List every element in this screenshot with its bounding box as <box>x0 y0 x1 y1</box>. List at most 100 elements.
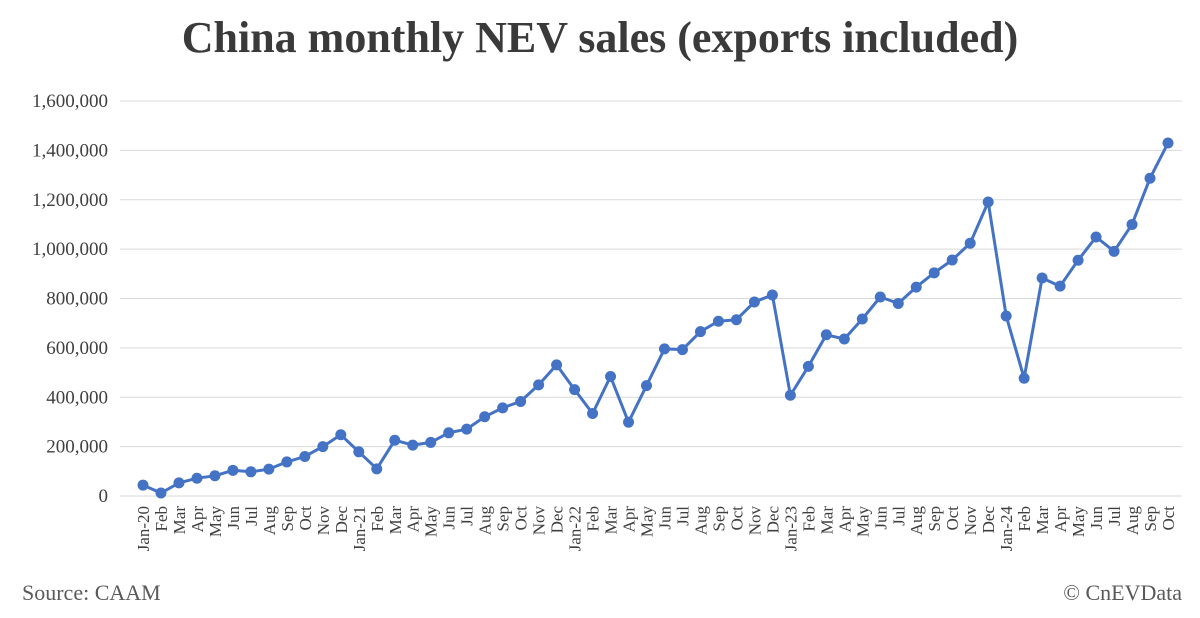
data-point <box>317 441 329 453</box>
x-tick-label: Feb <box>152 506 171 532</box>
data-point <box>281 456 293 468</box>
data-point <box>838 333 850 345</box>
x-tick-label: Feb <box>1015 506 1034 532</box>
x-tick-label: Apr <box>620 506 639 533</box>
x-tick-label: May <box>853 506 872 538</box>
x-tick-label: Dec <box>763 506 782 534</box>
x-tick-label: Oct <box>512 506 531 531</box>
x-tick-label: Dec <box>332 506 351 534</box>
y-tick-label: 1,600,000 <box>32 91 108 112</box>
y-tick-label: 1,000,000 <box>32 239 108 260</box>
x-tick-label: Aug <box>476 506 495 536</box>
series-polyline <box>142 142 1170 495</box>
x-tick-label: Nov <box>745 506 764 536</box>
x-tick-label: Sep <box>494 506 513 532</box>
y-tick-label: 200,000 <box>46 437 108 458</box>
x-tick-label: May <box>206 506 225 538</box>
data-point <box>407 439 419 451</box>
data-point <box>461 423 473 435</box>
data-point <box>748 296 760 308</box>
series-points <box>137 137 1174 499</box>
y-tick-label: 1,400,000 <box>32 140 108 161</box>
x-tick-label: Apr <box>1051 506 1070 533</box>
x-tick-label: Jan-21 <box>350 506 369 551</box>
data-point <box>389 434 401 446</box>
x-tick-label: Apr <box>188 506 207 533</box>
x-tick-label: Oct <box>727 506 746 531</box>
x-tick-label: Jul <box>673 506 692 526</box>
x-tick-label: Feb <box>799 506 818 532</box>
data-point <box>515 395 527 407</box>
x-tick-label: Jun <box>224 506 243 530</box>
y-tick-label: 1,200,000 <box>32 190 108 211</box>
x-tick-label: Jun <box>1087 506 1106 530</box>
data-point <box>191 472 203 484</box>
x-tick-label: Jan-22 <box>566 506 585 551</box>
data-point <box>766 289 778 301</box>
x-tick-label: Jul <box>1105 506 1124 526</box>
x-tick-label: Sep <box>925 506 944 532</box>
data-point <box>1072 254 1084 266</box>
data-point <box>641 380 653 392</box>
x-tick-label: Sep <box>709 506 728 532</box>
data-point <box>353 446 365 458</box>
data-point <box>1054 280 1066 292</box>
data-point <box>245 466 257 478</box>
data-point <box>712 315 724 327</box>
x-tick-label: Mar <box>386 506 405 535</box>
x-tick-label: Aug <box>1123 506 1142 536</box>
x-tick-label: Sep <box>278 506 297 532</box>
x-tick-label: Apr <box>835 506 854 533</box>
x-tick-label: Oct <box>1159 506 1178 531</box>
x-tick-label: Nov <box>961 506 980 536</box>
x-tick-label: Apr <box>404 506 423 533</box>
y-tick-label: 400,000 <box>46 387 108 408</box>
data-point <box>658 343 670 355</box>
data-point <box>569 384 581 396</box>
source-note: Source: CAAM <box>22 580 161 605</box>
data-point <box>982 196 994 208</box>
x-tick-label: Mar <box>602 506 621 535</box>
data-point <box>946 254 958 266</box>
data-point <box>730 314 742 326</box>
x-tick-label: Jan-20 <box>134 506 153 551</box>
x-tick-label: Jun <box>655 506 674 530</box>
data-point <box>263 463 275 475</box>
data-point <box>874 291 886 303</box>
data-point <box>227 464 239 476</box>
data-point <box>587 408 599 420</box>
x-tick-label: May <box>1069 506 1088 538</box>
data-point <box>1036 272 1048 284</box>
y-tick-label: 0 <box>99 486 109 507</box>
data-point <box>1000 310 1012 322</box>
data-point <box>551 359 563 371</box>
x-tick-label: Mar <box>817 506 836 535</box>
y-tick-label: 600,000 <box>46 338 108 359</box>
copyright-note: © CnEVData <box>1063 580 1182 605</box>
x-axis-ticks: Jan-20FebMarAprMayJunJulAugSepOctNovDecJ… <box>134 506 1178 552</box>
data-point <box>1144 172 1156 184</box>
x-tick-label: Feb <box>584 506 603 532</box>
x-tick-label: May <box>422 506 441 538</box>
x-tick-label: Jan-23 <box>781 506 800 551</box>
data-point <box>371 463 383 475</box>
x-tick-label: Feb <box>368 506 387 532</box>
chart-title: China monthly NEV sales (exports include… <box>181 13 1019 62</box>
data-point <box>623 416 635 428</box>
data-point <box>1126 218 1138 230</box>
gridlines <box>120 100 1182 497</box>
data-point <box>910 281 922 293</box>
x-tick-label: Sep <box>1141 506 1160 532</box>
x-tick-label: Aug <box>691 506 710 536</box>
x-tick-label: Jul <box>242 506 261 526</box>
data-point <box>1018 372 1030 384</box>
y-axis-ticks: 0 200,000 400,000 600,000 800,000 1,000,000 1,… <box>32 91 108 507</box>
data-point <box>802 360 814 372</box>
y-tick-label: 800,000 <box>46 289 108 310</box>
data-point <box>964 237 976 249</box>
x-tick-label: Aug <box>260 506 279 536</box>
x-tick-label: Mar <box>1033 506 1052 535</box>
data-point <box>676 344 688 356</box>
data-point <box>856 313 868 325</box>
